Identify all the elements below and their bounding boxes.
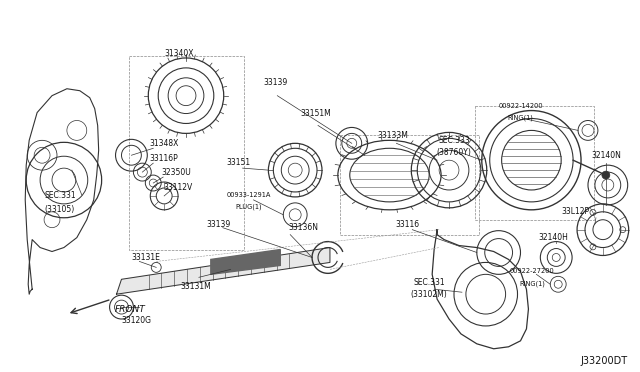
Text: PLUG(1): PLUG(1) <box>236 203 262 210</box>
Text: 33L12P: 33L12P <box>562 207 590 216</box>
Text: (33102M): (33102M) <box>411 290 447 299</box>
Bar <box>475 106 594 220</box>
Text: 31348X: 31348X <box>149 139 179 148</box>
Text: 00922-27200: 00922-27200 <box>510 268 555 275</box>
Text: (33105): (33105) <box>45 205 75 214</box>
Text: 00922-14200: 00922-14200 <box>498 103 543 109</box>
Text: 33131M: 33131M <box>180 282 211 291</box>
Text: 33116P: 33116P <box>149 154 178 163</box>
Text: 00933-1291A: 00933-1291A <box>227 192 271 198</box>
Text: RING(1): RING(1) <box>508 114 533 121</box>
Text: 32140H: 32140H <box>538 233 568 242</box>
Circle shape <box>602 171 610 179</box>
Text: 33112V: 33112V <box>163 183 193 192</box>
Text: 33120G: 33120G <box>122 317 152 326</box>
Text: SEC.331: SEC.331 <box>413 278 445 287</box>
Text: 33136N: 33136N <box>288 223 318 232</box>
Polygon shape <box>116 247 330 294</box>
Text: 32350U: 32350U <box>161 168 191 177</box>
Text: 33139: 33139 <box>207 220 231 229</box>
Text: 33151M: 33151M <box>301 109 332 118</box>
Text: SEC.333: SEC.333 <box>438 136 470 145</box>
Text: 33133M: 33133M <box>377 131 408 140</box>
Text: J33200DT: J33200DT <box>580 356 628 366</box>
Text: 33116: 33116 <box>396 220 419 229</box>
Text: 31340X: 31340X <box>164 48 194 58</box>
Text: FRONT: FRONT <box>115 305 145 314</box>
Bar <box>129 56 244 250</box>
Text: 33131E: 33131E <box>131 253 160 262</box>
Bar <box>340 135 479 235</box>
Text: 33139: 33139 <box>263 78 287 87</box>
Polygon shape <box>211 250 280 274</box>
Text: 32140N: 32140N <box>591 151 621 160</box>
Text: 33151: 33151 <box>227 158 251 167</box>
Text: SEC.331: SEC.331 <box>44 192 76 201</box>
Text: (38760Y): (38760Y) <box>436 148 472 157</box>
Text: RING(1): RING(1) <box>520 280 545 286</box>
